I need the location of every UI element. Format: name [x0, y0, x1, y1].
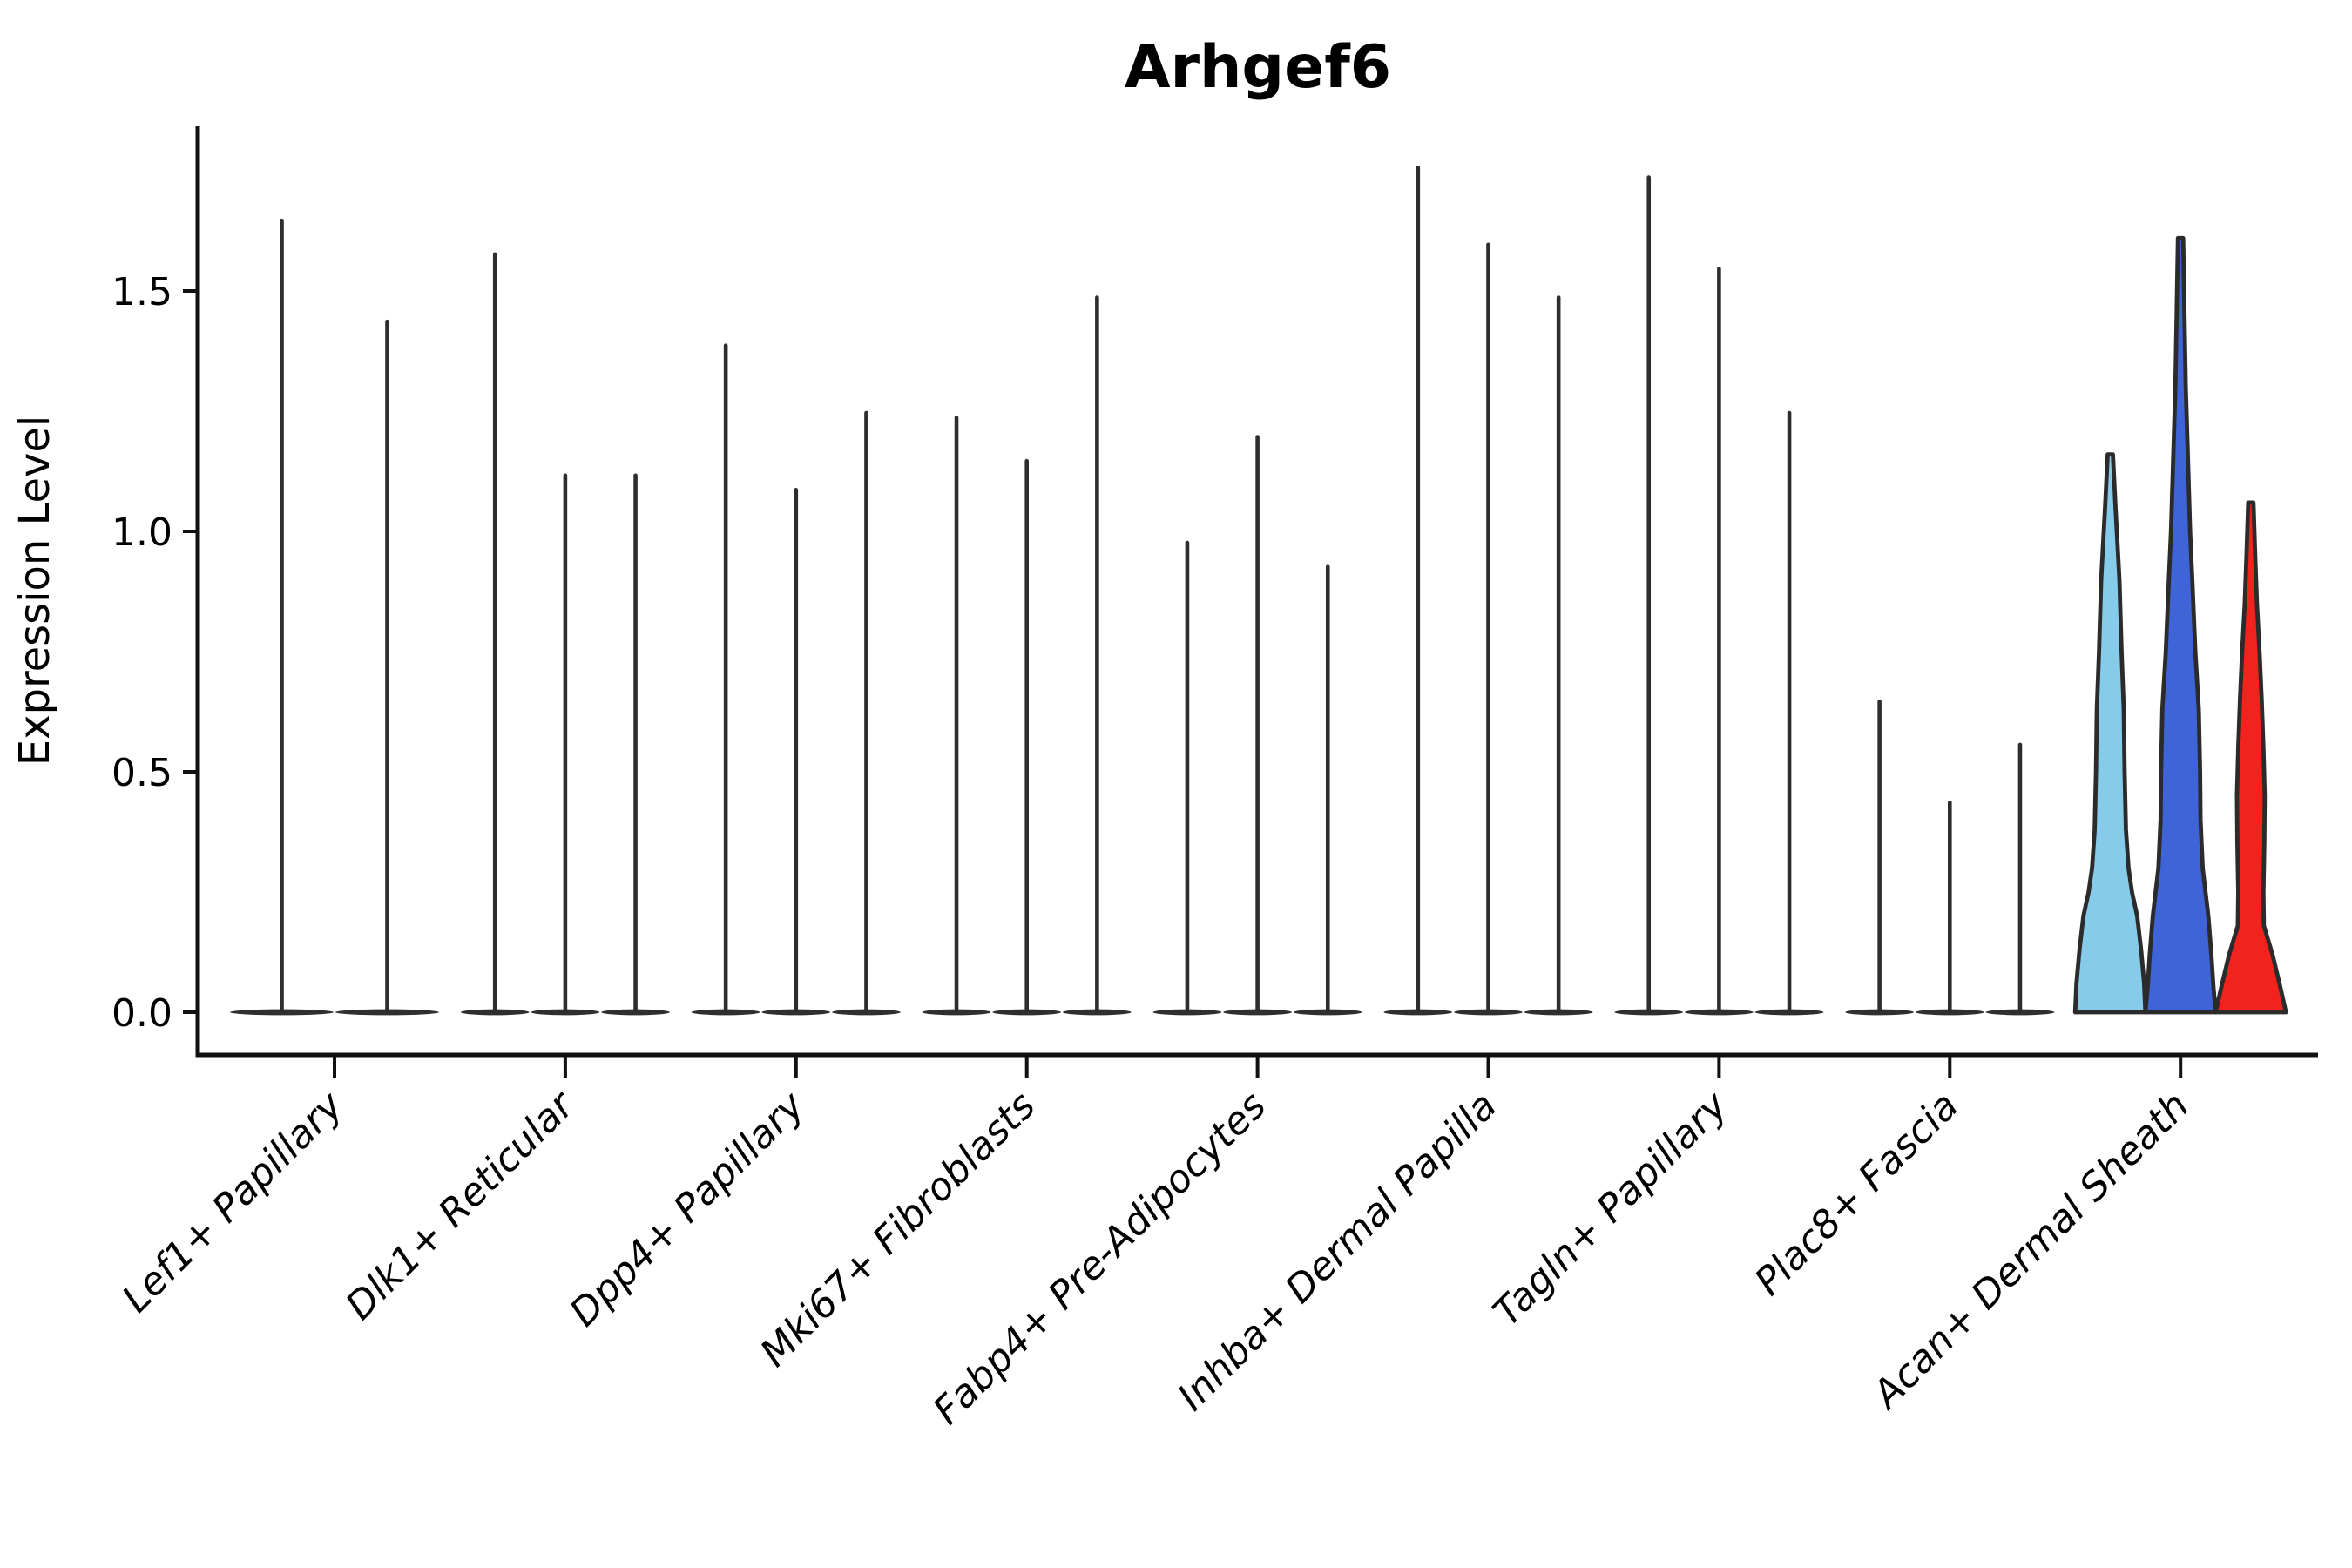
- y-tick-label: 0.5: [112, 751, 172, 795]
- y-tick-label: 0.0: [112, 991, 172, 1036]
- y-tick-label: 1.5: [112, 270, 172, 314]
- violin-filled: [2213, 500, 2288, 1015]
- y-axis-label: Expression Level: [10, 416, 59, 767]
- chart-title: Arhgef6: [1125, 33, 1391, 102]
- violins: [230, 166, 2288, 1016]
- y-tick-label: 1.0: [112, 510, 172, 555]
- y-axis-ticks: 0.0 0.5 1.0 1.5: [112, 270, 198, 1036]
